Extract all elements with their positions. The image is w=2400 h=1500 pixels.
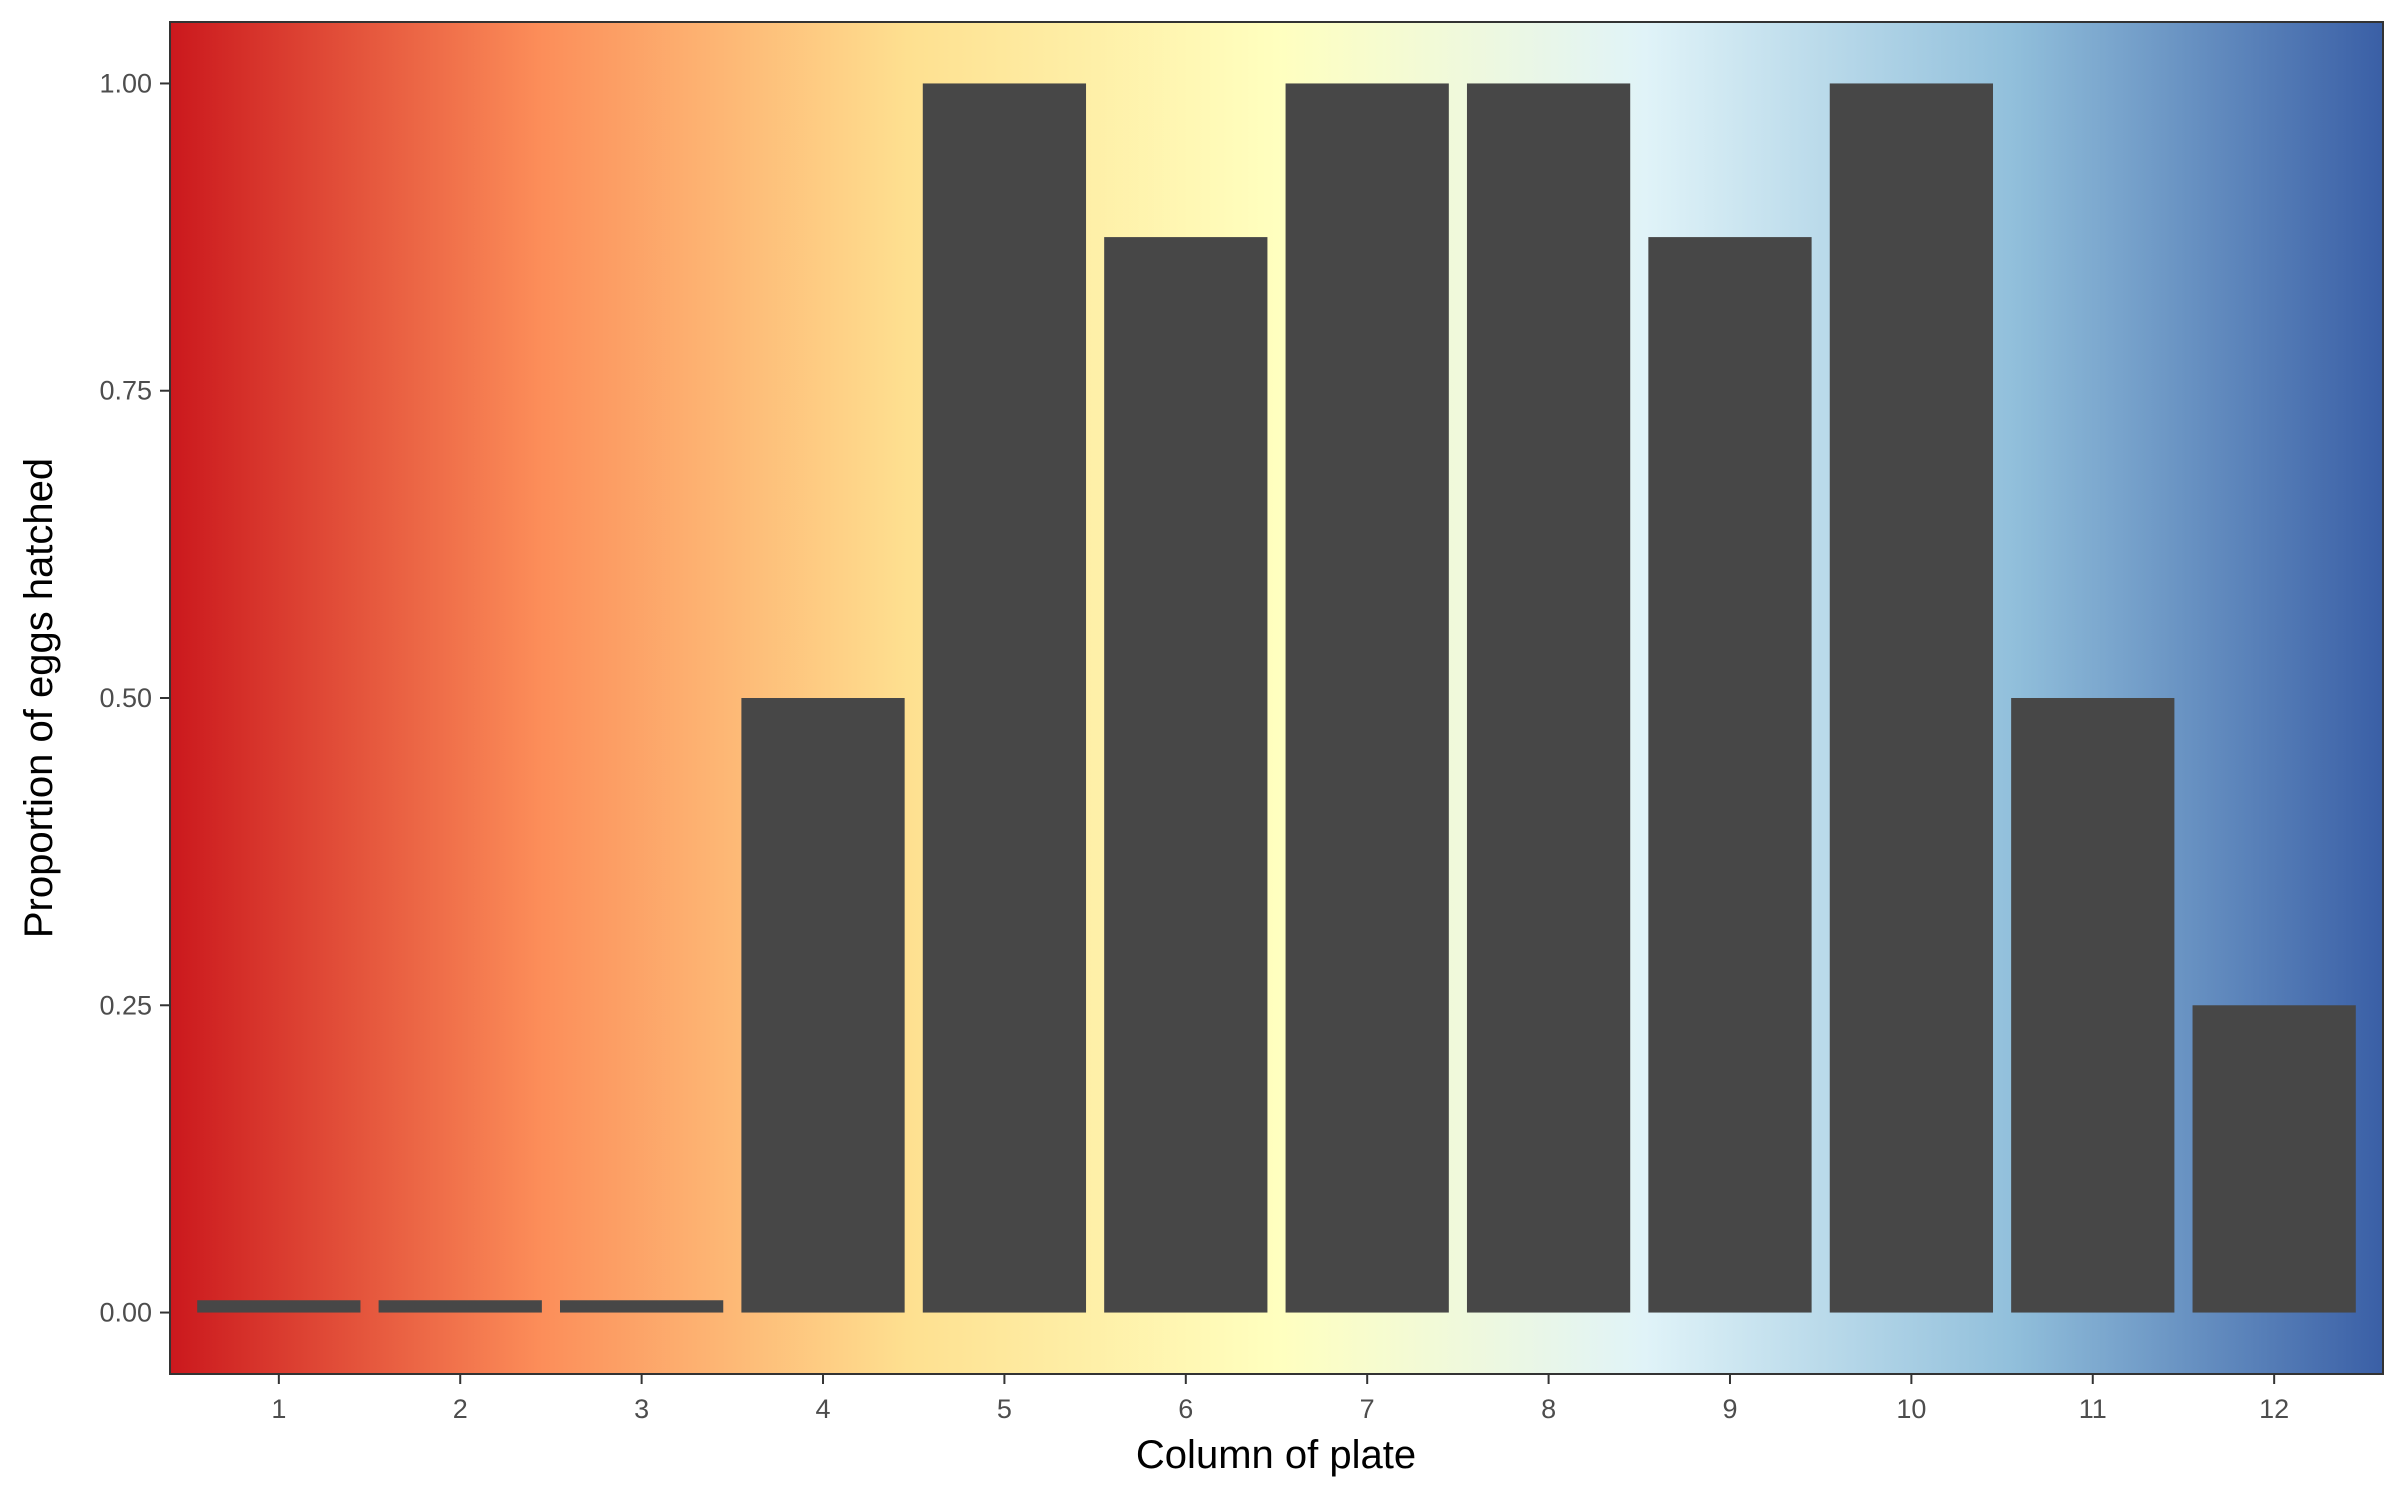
x-tick-label: 4 xyxy=(816,1394,831,1424)
bar-1 xyxy=(197,1300,361,1313)
x-tick-label: 1 xyxy=(271,1394,286,1424)
bar-9 xyxy=(1648,237,1812,1313)
x-tick-label: 8 xyxy=(1541,1394,1556,1424)
y-axis: 0.00 0.25 0.50 0.75 1.00 xyxy=(99,68,170,1328)
x-tick-label: 6 xyxy=(1178,1394,1193,1424)
bar-8 xyxy=(1466,83,1631,1313)
y-tick-label: 0.75 xyxy=(99,376,152,406)
x-axis-title: Column of plate xyxy=(1136,1433,1416,1477)
x-tick-label: 5 xyxy=(997,1394,1012,1424)
y-tick-label: 1.00 xyxy=(99,68,152,98)
bar-2 xyxy=(378,1300,542,1313)
bar-10 xyxy=(1829,83,1994,1313)
bar-12 xyxy=(2192,1005,2356,1313)
bar-3 xyxy=(559,1300,724,1313)
y-tick-label: 0.25 xyxy=(99,990,152,1020)
bar-4 xyxy=(741,698,905,1313)
x-axis: 1 2 3 4 5 6 7 8 9 10 11 12 xyxy=(271,1374,2289,1424)
bar-7 xyxy=(1285,83,1449,1313)
y-axis-title: Proportion of eggs hatched xyxy=(17,458,61,938)
y-tick-label: 0.00 xyxy=(99,1298,152,1328)
bars-group xyxy=(197,83,2356,1313)
x-tick-label: 3 xyxy=(634,1394,649,1424)
x-tick-label: 12 xyxy=(2259,1394,2289,1424)
y-tick-label: 0.50 xyxy=(99,683,152,713)
x-tick-label: 7 xyxy=(1360,1394,1375,1424)
x-tick-label: 9 xyxy=(1722,1394,1737,1424)
x-tick-label: 10 xyxy=(1896,1394,1926,1424)
x-tick-label: 2 xyxy=(453,1394,468,1424)
bar-6 xyxy=(1104,237,1268,1313)
bar-5 xyxy=(922,83,1087,1313)
bar-11 xyxy=(2011,698,2175,1313)
x-tick-label: 11 xyxy=(2079,1394,2107,1424)
